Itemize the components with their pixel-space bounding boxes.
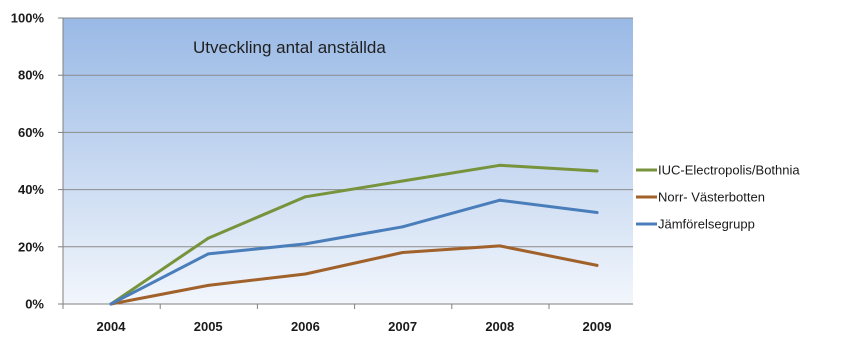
series-line — [109, 244, 599, 306]
y-tick-label: 0% — [25, 297, 44, 312]
y-tick-label: 40% — [18, 182, 44, 197]
y-tick-label: 60% — [18, 125, 44, 140]
data-point — [401, 179, 405, 183]
y-axis-tick-labels: 0% 20% 40% 60% 80% 100% — [11, 11, 45, 312]
data-point — [303, 195, 307, 199]
legend-label: IUC-Electropolis/Bothnia — [658, 163, 800, 178]
series-line — [109, 198, 599, 306]
data-point — [206, 252, 210, 256]
legend-label: Norr- Västerbotten — [658, 190, 765, 205]
y-tick-label: 80% — [18, 68, 44, 83]
data-point — [595, 263, 599, 267]
x-tick-label: 2009 — [583, 319, 612, 334]
data-point — [595, 210, 599, 214]
x-tick-label: 2006 — [291, 319, 320, 334]
data-point — [401, 251, 405, 255]
data-point — [498, 198, 502, 202]
chart-title: Utveckling antal anställda — [193, 38, 386, 57]
data-point — [401, 225, 405, 229]
axes — [58, 17, 633, 309]
x-tick-label: 2007 — [388, 319, 417, 334]
series-line — [109, 163, 599, 306]
x-tick-label: 2005 — [194, 319, 223, 334]
y-tick-label: 20% — [18, 239, 44, 254]
data-point — [303, 242, 307, 246]
data-point — [498, 244, 502, 248]
data-point — [595, 169, 599, 173]
y-tick-label: 100% — [11, 11, 45, 26]
series-lines — [109, 163, 599, 306]
legend: IUC-Electropolis/Bothnia Norr- Västerbott… — [636, 163, 800, 232]
data-point — [206, 236, 210, 240]
legend-label: Jämförelsegrupp — [658, 217, 755, 232]
x-tick-label: 2008 — [485, 319, 514, 334]
x-tick-label: 2004 — [97, 319, 127, 334]
gridlines — [63, 17, 633, 248]
plot-area — [63, 18, 633, 304]
x-axis-tick-labels: 2004 2005 2006 2007 2008 2009 — [97, 319, 612, 334]
data-point — [498, 163, 502, 167]
data-point — [109, 302, 113, 306]
data-point — [303, 272, 307, 276]
data-point — [206, 283, 210, 287]
